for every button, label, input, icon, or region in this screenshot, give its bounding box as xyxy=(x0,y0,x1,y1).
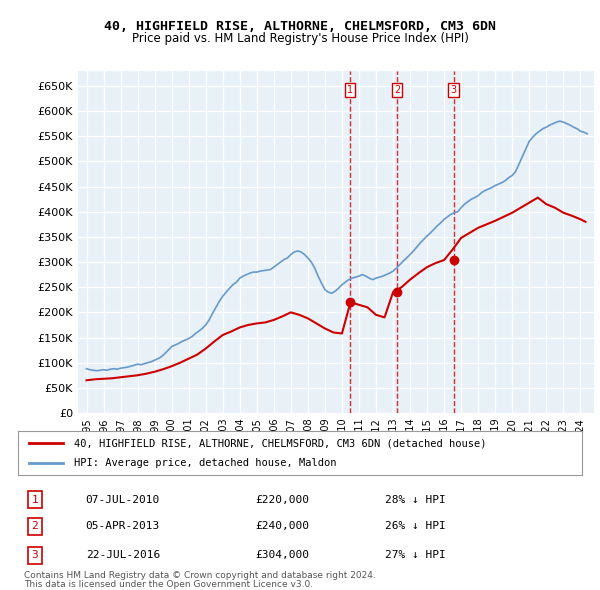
Text: HPI: Average price, detached house, Maldon: HPI: Average price, detached house, Mald… xyxy=(74,458,337,467)
Text: 2: 2 xyxy=(32,521,38,531)
Text: Contains HM Land Registry data © Crown copyright and database right 2024.: Contains HM Land Registry data © Crown c… xyxy=(24,571,376,580)
Text: 1: 1 xyxy=(32,494,38,504)
Text: 28% ↓ HPI: 28% ↓ HPI xyxy=(385,494,445,504)
Text: 1: 1 xyxy=(347,84,353,94)
Text: 27% ↓ HPI: 27% ↓ HPI xyxy=(385,550,445,560)
Text: Price paid vs. HM Land Registry's House Price Index (HPI): Price paid vs. HM Land Registry's House … xyxy=(131,32,469,45)
Text: £240,000: £240,000 xyxy=(255,521,309,531)
Text: 26% ↓ HPI: 26% ↓ HPI xyxy=(385,521,445,531)
Text: 22-JUL-2016: 22-JUL-2016 xyxy=(86,550,160,560)
Text: 40, HIGHFIELD RISE, ALTHORNE, CHELMSFORD, CM3 6DN (detached house): 40, HIGHFIELD RISE, ALTHORNE, CHELMSFORD… xyxy=(74,438,487,448)
Text: 3: 3 xyxy=(32,550,38,560)
Text: 05-APR-2013: 05-APR-2013 xyxy=(86,521,160,531)
Text: £304,000: £304,000 xyxy=(255,550,309,560)
Text: 3: 3 xyxy=(451,84,457,94)
Text: 07-JUL-2010: 07-JUL-2010 xyxy=(86,494,160,504)
Text: 2: 2 xyxy=(394,84,400,94)
Text: This data is licensed under the Open Government Licence v3.0.: This data is licensed under the Open Gov… xyxy=(24,579,313,589)
Text: 40, HIGHFIELD RISE, ALTHORNE, CHELMSFORD, CM3 6DN: 40, HIGHFIELD RISE, ALTHORNE, CHELMSFORD… xyxy=(104,20,496,33)
Text: £220,000: £220,000 xyxy=(255,494,309,504)
